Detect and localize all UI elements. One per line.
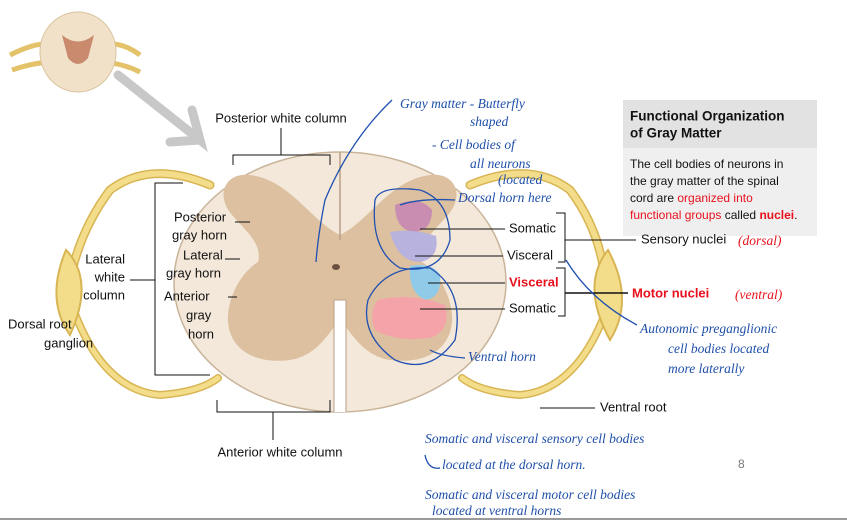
pen-arrow-gray — [315, 99, 393, 263]
pen-hook-1 — [424, 454, 441, 469]
pen-loop-ventral — [365, 267, 458, 366]
info-segment: cord are — [630, 191, 677, 205]
anterior-white-column: Anterior white column — [218, 444, 343, 459]
hand-note: (located — [498, 172, 542, 187]
page-number: 8 — [738, 457, 745, 471]
somatic-motor-label: Somatic — [509, 300, 556, 315]
thumb-nerves — [8, 41, 142, 75]
hand-note: (ventral) — [735, 287, 783, 302]
hand-note: Gray matter - Butterfly — [400, 96, 525, 111]
motor-nuclei: Motor nuclei — [632, 285, 709, 300]
left-dorsal-root-fill — [67, 170, 213, 283]
nucleus-leaders — [415, 228, 505, 310]
visceral-sensory-region — [390, 230, 437, 262]
somatic-sensory-region — [395, 201, 432, 232]
thumb-gray — [62, 35, 94, 64]
zoom-arrow — [113, 70, 208, 152]
sensory-bracket — [556, 212, 636, 317]
info-segment: . — [794, 208, 797, 222]
nerve-roots — [55, 169, 623, 400]
pen-arrow-autonomic — [565, 259, 638, 326]
lateral-white-column: white — [94, 269, 125, 284]
spinal-cord — [173, 151, 507, 413]
visceral-motor-label: Visceral — [509, 274, 559, 289]
info-box-header — [623, 100, 817, 148]
annotations: Gray matter - Butterfly shaped - Cell bo… — [400, 96, 783, 518]
hand-note: (dorsal) — [738, 233, 782, 248]
info-line: the gray matter of the spinal — [630, 174, 779, 188]
hand-note: Ventral horn — [468, 349, 536, 364]
hand-note: Autonomic preganglionic — [639, 321, 777, 336]
left-ganglion — [55, 248, 83, 337]
info-title: of Gray Matter — [630, 126, 722, 141]
visceral-sensory-label: Visceral — [507, 247, 553, 262]
info-box-text: Functional Organization of Gray Matter T… — [630, 109, 797, 223]
hand-note: Somatic and visceral sensory cell bodies — [425, 431, 644, 446]
hand-note: more laterally — [668, 361, 744, 376]
posterior-white-column: Posterior white column — [215, 110, 347, 125]
anterior-gray-horn: Anterior — [164, 288, 210, 303]
hand-note: Somatic and visceral motor cell bodies — [425, 487, 635, 502]
dorsal-root-ganglion: Dorsal root — [8, 316, 72, 331]
hand-note: Dorsal horn — [457, 190, 525, 205]
lateral-gray-horn: gray horn — [166, 265, 221, 280]
hand-note: cell bodies located — [668, 341, 769, 356]
posterior-gray-horn: gray horn — [172, 227, 227, 242]
anterior-gray-horn: horn — [188, 326, 214, 341]
info-segment: the gray matter of the spinal — [630, 174, 779, 188]
hand-note: located at the dorsal horn. — [442, 457, 586, 472]
pen-marks — [315, 99, 638, 469]
pen-arrow-dorsal — [399, 198, 456, 206]
dorsal-root-ganglion: ganglion — [44, 335, 93, 350]
info-line: The cell bodies of neurons in — [630, 157, 783, 171]
sensory-nuclei: Sensory nuclei — [641, 231, 726, 246]
info-segment: The cell bodies of neurons in — [630, 157, 783, 171]
lateral-gray-horn: Lateral — [183, 247, 223, 262]
info-segment: nuclei — [759, 208, 794, 222]
leaders — [130, 128, 636, 440]
info-line: functional groups called nuclei. — [630, 208, 797, 222]
posterior-gray-horn: Posterior — [174, 209, 227, 224]
hand-note: located at ventral horns — [432, 503, 561, 518]
anterior-fissure — [333, 299, 347, 412]
info-segment: functional groups — [630, 208, 721, 222]
right-ganglion — [593, 248, 623, 342]
somatic-motor-region — [372, 296, 447, 339]
anterior-bracket — [216, 400, 331, 440]
horn-leaders — [225, 221, 250, 298]
visceral-motor-region — [409, 265, 441, 300]
somatic-sensory-label: Somatic — [509, 220, 556, 235]
labels: Posterior white column Anterior white co… — [8, 110, 726, 459]
info-line: cord are organized into — [630, 191, 753, 205]
lateral-white-column: column — [83, 287, 125, 302]
anterior-gray-horn: gray — [186, 307, 212, 322]
pen-arrow-ventral — [429, 349, 466, 359]
info-segment: called — [721, 208, 759, 222]
ventral-root: Ventral root — [600, 399, 667, 414]
hand-note: all neurons — [470, 156, 531, 171]
right-ventral-root-fill — [459, 297, 613, 398]
lateral-white-column: Lateral — [85, 251, 125, 266]
pen-loop-dorsal — [373, 188, 451, 270]
thumbnail — [8, 11, 208, 152]
right-dorsal-root-fill — [467, 170, 608, 283]
hand-note: shaped — [470, 114, 508, 129]
left-ventral-root-fill — [67, 297, 221, 398]
posterior-bracket — [232, 128, 331, 165]
info-segment: organized into — [677, 191, 753, 205]
info-title: Functional Organization — [630, 109, 785, 124]
hand-note: here — [528, 190, 552, 205]
hand-note: - Cell bodies of — [432, 137, 517, 152]
central-canal — [332, 264, 340, 270]
lateral-bracket — [130, 182, 210, 376]
